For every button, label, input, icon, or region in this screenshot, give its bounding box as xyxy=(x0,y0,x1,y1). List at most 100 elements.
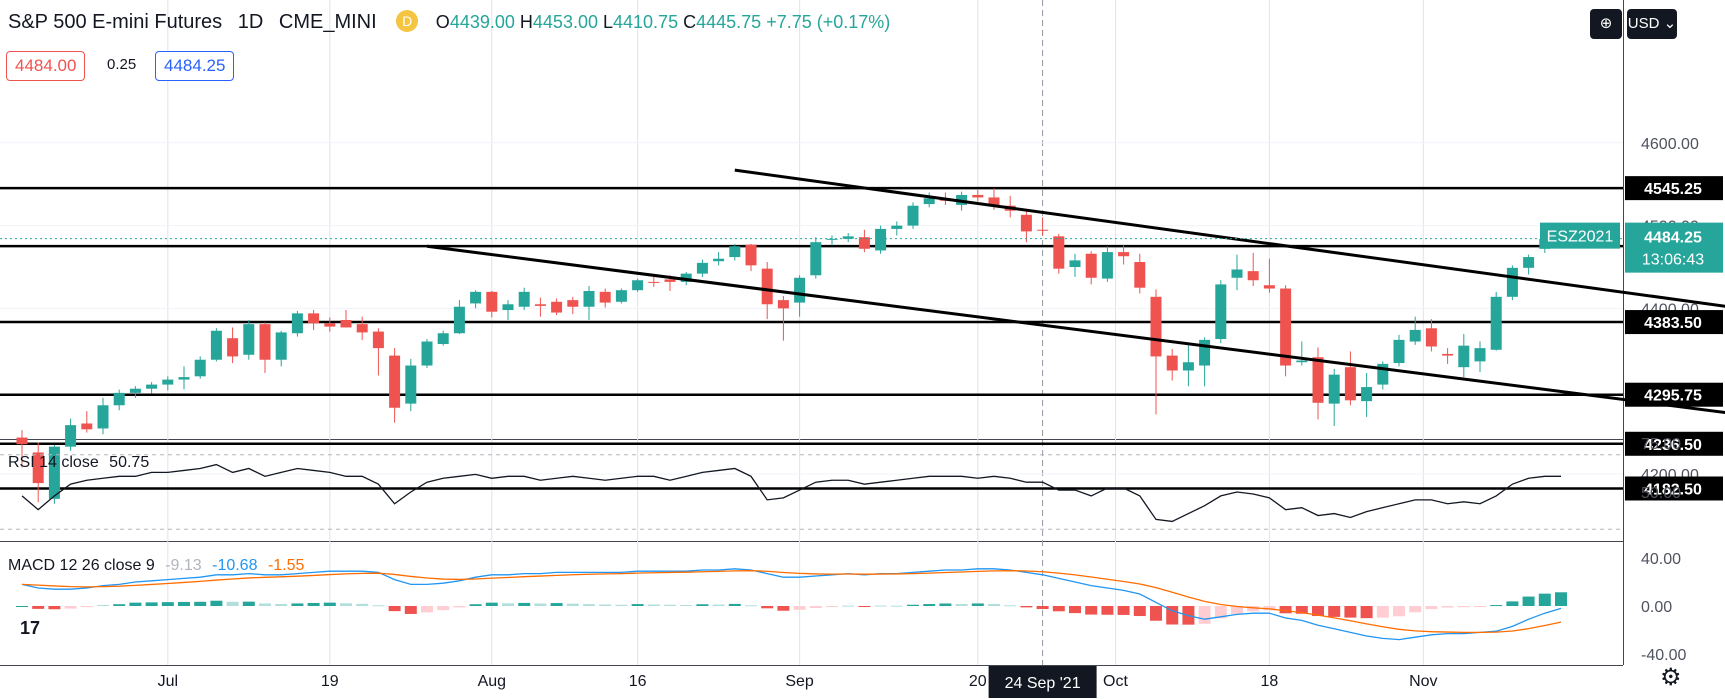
macd-histogram-bar xyxy=(1538,593,1551,606)
low-value: 4410.75 xyxy=(613,12,679,32)
macd-histogram-bar xyxy=(453,606,466,608)
candle-body xyxy=(81,423,93,430)
plus-circle-icon[interactable]: ⊕ xyxy=(1590,9,1622,39)
macd-histogram-bar xyxy=(307,602,320,606)
macd-histogram-bar xyxy=(242,601,255,606)
macd-y-tick-label: 0.00 xyxy=(1641,599,1672,616)
macd-histogram-bar xyxy=(161,602,174,606)
macd-histogram-bar xyxy=(1036,606,1049,610)
macd-histogram-bar xyxy=(113,604,126,606)
y-tick-label: 4600.00 xyxy=(1641,136,1699,153)
ohlc-values: O4439.00 H4453.00 L4410.75 C4445.75 +7.7… xyxy=(436,12,891,32)
candle-body xyxy=(1053,236,1065,269)
macd-histogram-bar xyxy=(1393,606,1405,617)
candle-body xyxy=(729,246,741,258)
macd-histogram-bar xyxy=(745,605,757,607)
candle-body xyxy=(1474,348,1486,362)
candle-body xyxy=(405,365,417,404)
candle-body xyxy=(1215,284,1227,340)
macd-histogram-bar xyxy=(858,606,871,607)
candle-body xyxy=(1199,339,1211,366)
macd-histogram-bar xyxy=(1506,601,1519,606)
candle-body xyxy=(632,280,644,291)
candle-body xyxy=(1344,367,1356,401)
macd-histogram-bar xyxy=(1085,606,1098,615)
sell-button[interactable]: 4484.00 xyxy=(6,51,86,81)
gear-icon[interactable]: ⚙ xyxy=(1660,664,1682,691)
candle-body xyxy=(858,237,870,249)
macd-histogram-bar xyxy=(145,602,158,606)
candle-body xyxy=(502,304,514,311)
macd-y-tick-label: -40.00 xyxy=(1641,647,1686,664)
open-value: 4439.00 xyxy=(449,12,515,32)
macd-legend[interactable]: MACD 12 26 close 9 -9.13 -10.68 -1.55 xyxy=(8,557,304,575)
macd-histogram-bar xyxy=(469,604,482,606)
interval-label[interactable]: 1D xyxy=(237,11,264,33)
macd-label: MACD 12 26 close 9 xyxy=(8,557,155,574)
exchange-label: CME_MINI xyxy=(278,11,377,33)
x-tick-label: Sep xyxy=(785,673,814,690)
macd-histogram-bar xyxy=(583,604,595,606)
symbol-badge xyxy=(1540,222,1620,249)
macd-histogram-bar xyxy=(923,604,936,606)
x-tick-label: Aug xyxy=(478,673,506,690)
candle-body xyxy=(1506,267,1518,297)
macd-histogram-bar xyxy=(1166,606,1179,625)
macd-histogram-bar xyxy=(1279,606,1292,614)
candle-body xyxy=(1118,252,1130,257)
macd-histogram-bar xyxy=(1117,606,1130,615)
macd-histogram-bar xyxy=(48,606,61,610)
countdown-label: 13:06:43 xyxy=(1642,252,1704,269)
currency-select[interactable]: USD ⌄ xyxy=(1627,9,1677,39)
macd-hist-value: -9.13 xyxy=(165,557,202,574)
level-price-label: 4236.50 xyxy=(1644,437,1702,454)
rsi-line xyxy=(21,463,1561,523)
candle-body xyxy=(891,225,903,229)
level-price-badge xyxy=(1625,476,1723,501)
macd-histogram-bar xyxy=(890,605,903,607)
macd-histogram-bar xyxy=(971,603,984,606)
macd-histogram-bar xyxy=(1409,606,1422,613)
candle-body xyxy=(1280,288,1292,366)
macd-histogram-bar xyxy=(712,604,725,606)
candle-body xyxy=(194,359,206,377)
macd-histogram-bar xyxy=(1425,606,1438,610)
candle-body xyxy=(583,291,595,307)
candle-body xyxy=(1393,339,1405,364)
spread-value: 0.25 xyxy=(103,51,141,79)
buy-button[interactable]: 4484.25 xyxy=(155,51,235,81)
candle-body xyxy=(810,242,822,276)
candle-body xyxy=(421,341,433,366)
macd-histogram-bar xyxy=(793,606,806,610)
delayed-data-icon[interactable]: D xyxy=(396,10,419,32)
candle-body xyxy=(794,277,806,303)
candle-body xyxy=(518,291,530,307)
macd-histogram-bar xyxy=(1555,592,1567,606)
macd-histogram-bar xyxy=(226,601,239,606)
macd-histogram-bar xyxy=(534,603,547,606)
candle-body xyxy=(1134,262,1146,288)
macd-histogram-bar xyxy=(631,604,644,606)
change-value: +7.75 (+0.17%) xyxy=(766,12,891,32)
crosshair-date-label: 24 Sep '21 xyxy=(1005,675,1081,692)
rsi-y-tick-label: 75.00 xyxy=(1641,436,1681,453)
macd-histogram-bar xyxy=(1295,606,1308,614)
candle-body xyxy=(648,281,660,283)
macd-histogram-bar xyxy=(275,603,288,606)
macd-histogram-bar xyxy=(210,600,223,606)
level-price-badge xyxy=(1625,176,1723,201)
candle-body xyxy=(923,198,935,205)
candle-body xyxy=(875,228,887,251)
candle-body xyxy=(486,291,498,312)
macd-histogram-bar xyxy=(1376,606,1389,618)
symbol-badge-label: ESZ2021 xyxy=(1547,229,1614,246)
rsi-legend[interactable]: RSI 14 close 50.75 xyxy=(8,454,149,472)
level-price-label: 4182.50 xyxy=(1644,481,1702,498)
high-key: H xyxy=(519,12,533,32)
macd-histogram-bar xyxy=(32,606,45,609)
candle-body xyxy=(1150,296,1162,357)
tradingview-logo-icon[interactable]: 17 xyxy=(8,611,52,645)
symbol-title[interactable]: S&P 500 E-mini Futures xyxy=(8,11,223,33)
